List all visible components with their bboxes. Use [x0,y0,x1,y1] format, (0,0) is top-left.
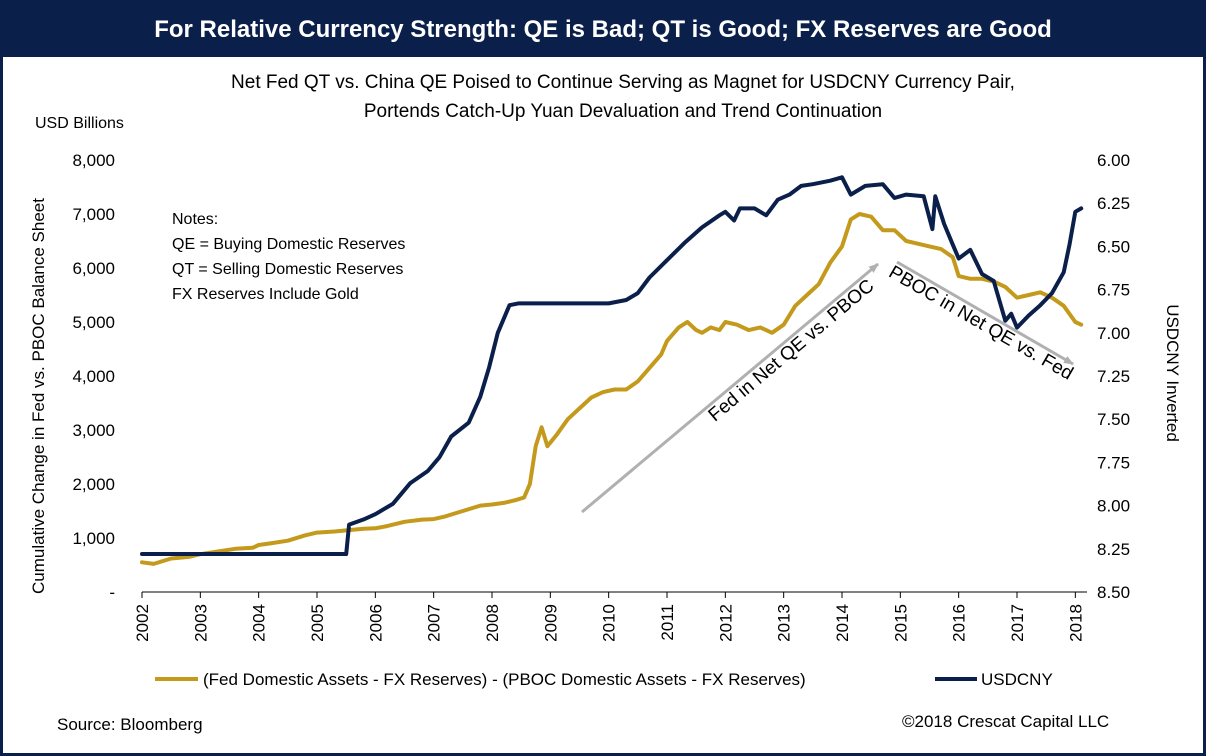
x-tick-label: 2005 [308,604,327,642]
banner-title: For Relative Currency Strength: QE is Ba… [3,3,1203,57]
x-tick-label: 2017 [1008,604,1027,642]
notes-line-qe: QE = Buying Domestic Reserves [172,236,406,253]
y2-tick-label: 7.50 [1097,410,1130,429]
y2-tick-label: 7.25 [1097,367,1130,386]
x-tick-label: 2014 [833,604,852,642]
x-tick-label: 2011 [658,604,677,641]
notes-heading: Notes: [172,211,219,228]
x-tick-label: 2002 [133,604,152,642]
chart-subtitle-line-2: Portends Catch-Up Yuan Devaluation and T… [363,101,883,122]
y2-tick-label: 8.00 [1097,497,1130,516]
y2-tick-label: 6.25 [1097,194,1130,213]
x-tick-label: 2018 [1066,604,1085,642]
y2-tick-label: 6.00 [1097,151,1130,170]
x-tick-label: 2016 [950,604,969,642]
y2-tick-label: 7.00 [1097,324,1130,343]
x-tick-label: 2012 [716,604,735,642]
y2-tick-label: 6.50 [1097,237,1130,256]
y-tick-label: 5,000 [72,313,115,332]
x-tick-label: 2006 [366,604,385,642]
x-tick-label: 2008 [483,604,502,642]
y2-tick-label: 8.25 [1097,540,1130,559]
arrow-up-icon [581,262,879,514]
notes-box: Notes: QE = Buying Domestic Reserves QT … [172,207,405,307]
y-tick-label: 7,000 [72,205,115,224]
x-tick-label: 2009 [541,604,560,642]
y-tick-label: 6,000 [72,259,115,278]
y2-tick-label: 8.50 [1097,583,1130,602]
x-tick-label: 2013 [775,604,794,642]
y-tick-label: 1,000 [72,529,115,548]
arrow-down-icon [896,260,1074,366]
series-line-usdcny [140,175,1084,556]
y2-tick-label: 7.75 [1097,453,1130,472]
y-tick-label: 3,000 [72,421,115,440]
y-tick-label: 2,000 [72,475,115,494]
x-tick-label: 2010 [600,604,619,642]
chart-annotations: Fed in Net QE vs. PBOC PBOC in Net QE vs.… [581,260,1077,514]
source-note: Source: Bloomberg [57,715,203,734]
chart-series [140,175,1084,566]
x-tick-label: 2003 [191,604,210,642]
chart-legend: (Fed Domestic Assets - FX Reserves) - (P… [155,670,1053,689]
copyright-note: ©2018 Crescat Capital LLC [902,712,1110,731]
annotation-fed-net-qe: Fed in Net QE vs. PBOC [705,276,879,426]
x-tick-label: 2007 [425,604,444,642]
y-axis-title: Cumulative Change in Fed vs. PBOC Balanc… [29,198,48,594]
y2-tick-label: 6.75 [1097,281,1130,300]
legend-label-usdcny: USDCNY [981,670,1053,689]
y-unit-label: USD Billions [35,115,124,132]
chart-axes: 2002 2003 2004 2005 2006 2007 2008 2009 2010 2011… [29,151,1182,642]
legend-label-fed-vs-pboc: (Fed Domestic Assets - FX Reserves) - (P… [203,670,806,689]
x-tick-label: 2004 [250,604,269,642]
y2-axis-title: USDCNY Inverted [1163,304,1182,442]
x-tick-label: 2015 [891,604,910,642]
series-line-fed-vs-pboc [140,212,1084,566]
y-tick-label: 4,000 [72,367,115,386]
notes-line-fx: FX Reserves Include Gold [172,286,359,303]
chart-subtitle-line-1: Net Fed QT vs. China QE Poised to Contin… [231,72,1015,93]
y-tick-label: 8,000 [72,151,115,170]
notes-line-qt: QT = Selling Domestic Reserves [172,261,404,278]
y-tick-label: - [109,583,115,602]
